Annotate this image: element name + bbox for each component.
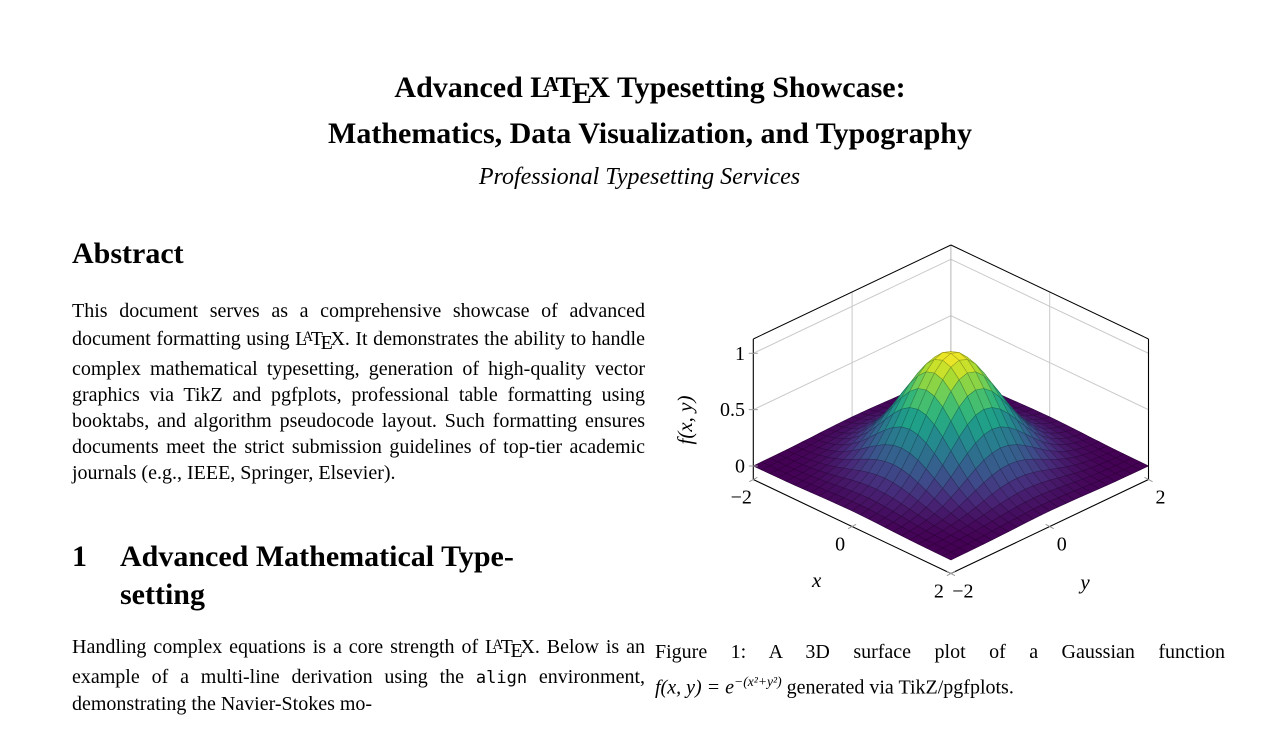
- svg-text:0: 0: [835, 534, 845, 556]
- svg-text:0.5: 0.5: [720, 399, 745, 421]
- paper-title: Advanced LATEX Typesetting Showcase: Mat…: [72, 64, 1228, 154]
- left-column: Abstract This document serves as a compr…: [72, 236, 645, 717]
- figure-1-caption: Figure 1: A 3D surface plot of a Gaussia…: [655, 638, 1225, 703]
- paper-title-line-1: Advanced LATEX Typesetting Showcase:: [394, 71, 906, 111]
- section-1-body: Handling complex equations is a core str…: [72, 636, 645, 716]
- abstract-heading: Abstract: [72, 237, 184, 270]
- section-1-heading: 1 Advanced Mathematical Type­setting: [72, 538, 645, 614]
- latex-logo: LATEX: [295, 328, 345, 355]
- caption-math-base: f(x, y) = e: [655, 676, 735, 699]
- svg-text:f(x, y): f(x, y): [673, 396, 697, 445]
- svg-text:0: 0: [735, 456, 745, 478]
- caption-tail: generated via TikZ/pgfplots.: [781, 676, 1014, 699]
- paper-author: Professional Typesetting Services: [478, 164, 801, 190]
- svg-text:x: x: [811, 568, 822, 592]
- figure-caption-line-1: Figure 1: A 3D surface plot of a Gaussia…: [655, 641, 1225, 663]
- svg-text:−2: −2: [952, 581, 973, 603]
- gaussian-3d-surface-plot: −2 0 2 −2 0 2 0 0.5 1 x y f(x, y): [673, 244, 1166, 603]
- caption-math-exponent: −(x²+y²): [734, 674, 782, 689]
- svg-text:1: 1: [735, 343, 745, 365]
- figure-1: −2 0 2 −2 0 2 0 0.5 1 x y f(x, y) Figure 1: A 3D su…: [655, 230, 1225, 703]
- svg-text:y: y: [1078, 570, 1090, 594]
- section-1-title: Advanced Mathematical Type­setting: [120, 540, 514, 612]
- svg-text:0: 0: [1057, 534, 1067, 556]
- figure-caption-line-2: f(x, y) = e−(x²+y²) generated via TikZ/p…: [655, 667, 1225, 703]
- latex-logo: LATEX: [485, 636, 535, 663]
- paper-title-line-2: Mathematics, Data Visualization, and Typ…: [328, 117, 972, 151]
- abstract-body: This document serves as a comprehensive …: [72, 300, 645, 485]
- svg-text:2: 2: [934, 581, 944, 603]
- inline-code: align: [475, 668, 528, 689]
- right-column: −2 0 2 −2 0 2 0 0.5 1 x y f(x, y) Figure 1: A 3D su…: [655, 230, 1225, 703]
- svg-text:−2: −2: [731, 487, 752, 509]
- svg-text:2: 2: [1156, 487, 1166, 509]
- section-1-number: 1: [72, 540, 87, 574]
- latex-logo: LATEX: [530, 71, 610, 111]
